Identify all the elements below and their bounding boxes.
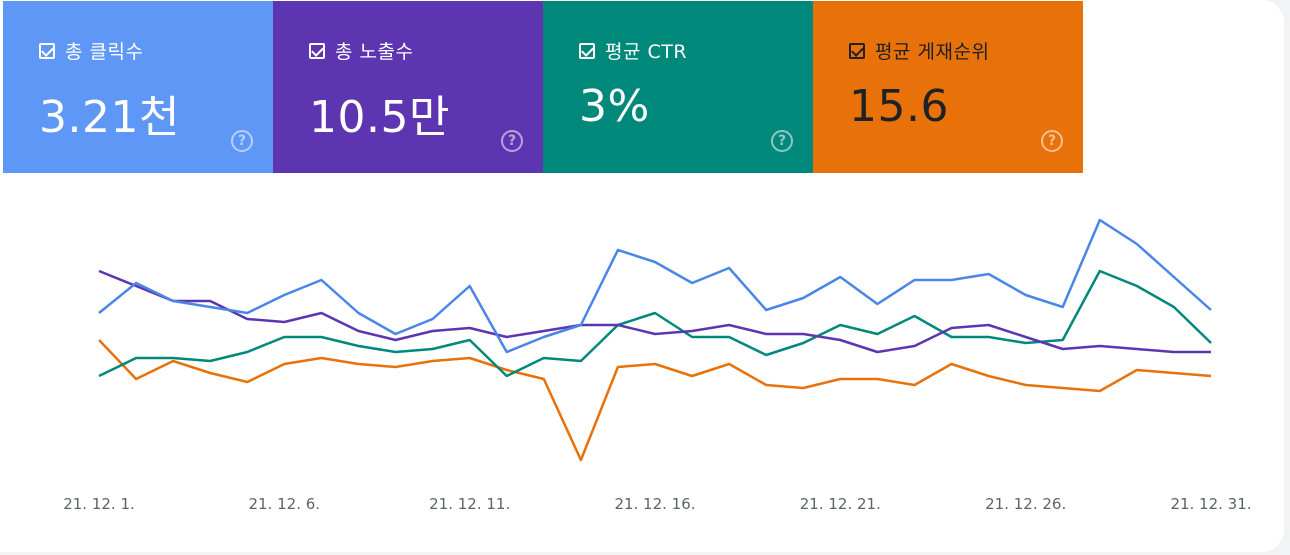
card-value: 3.21천	[39, 92, 180, 143]
card-average-position[interactable]: 평균 게재순위 15.6 ?	[813, 1, 1083, 173]
metric-cards: 총 클릭수 3.21천 ? 총 노출수 10.5만 ? 평균 CTR 3% ? …	[3, 1, 1083, 173]
card-total-impressions[interactable]: 총 노출수 10.5만 ?	[273, 1, 543, 173]
card-header[interactable]: 총 클릭수	[39, 37, 143, 64]
x-tick-label: 21. 12. 11.	[429, 495, 510, 513]
card-label: 총 노출수	[335, 41, 414, 63]
x-tick-label: 21. 12. 6.	[249, 495, 321, 513]
help-icon[interactable]: ?	[1041, 130, 1063, 152]
checkbox-checked-icon[interactable]	[39, 42, 55, 59]
card-label: 평균 CTR	[605, 41, 688, 63]
series-line-2[interactable]	[98, 269, 1212, 378]
card-label: 총 클릭수	[65, 41, 144, 63]
card-header[interactable]: 평균 게재순위	[849, 37, 989, 64]
card-average-ctr[interactable]: 평균 CTR 3% ?	[543, 1, 813, 173]
series-line-3[interactable]	[98, 339, 1212, 462]
checkbox-checked-icon[interactable]	[309, 42, 325, 59]
card-value: 10.5만	[309, 92, 450, 143]
help-icon[interactable]: ?	[771, 130, 793, 152]
help-icon[interactable]: ?	[231, 130, 253, 152]
x-tick-label: 21. 12. 26.	[985, 495, 1066, 513]
card-total-clicks[interactable]: 총 클릭수 3.21천 ?	[3, 1, 273, 173]
checkbox-checked-icon[interactable]	[579, 42, 595, 59]
x-tick-label: 21. 12. 1.	[63, 495, 135, 513]
card-value: 3%	[579, 81, 650, 132]
card-header[interactable]: 평균 CTR	[579, 37, 687, 64]
x-tick-label: 21. 12. 31.	[1170, 495, 1251, 513]
x-tick-label: 21. 12. 16.	[614, 495, 695, 513]
card-value: 15.6	[849, 81, 949, 132]
card-label: 평균 게재순위	[875, 41, 990, 63]
series-line-0[interactable]	[98, 218, 1212, 354]
checkbox-checked-icon[interactable]	[849, 42, 865, 59]
card-header[interactable]: 총 노출수	[309, 37, 413, 64]
help-icon[interactable]: ?	[501, 130, 523, 152]
series-line-1[interactable]	[98, 269, 1211, 354]
x-tick-label: 21. 12. 21.	[800, 495, 881, 513]
